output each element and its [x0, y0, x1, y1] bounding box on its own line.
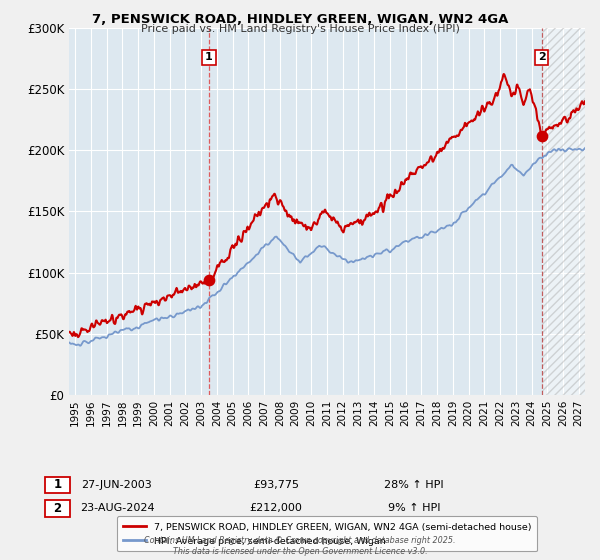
- Text: 2: 2: [538, 52, 545, 62]
- Text: 2: 2: [53, 502, 62, 515]
- Bar: [542, 28, 585, 395]
- Text: 28% ↑ HPI: 28% ↑ HPI: [384, 480, 444, 490]
- Text: £93,775: £93,775: [253, 480, 299, 490]
- Text: Price paid vs. HM Land Registry's House Price Index (HPI): Price paid vs. HM Land Registry's House …: [140, 24, 460, 34]
- Text: 1: 1: [205, 52, 213, 62]
- Text: 23-AUG-2024: 23-AUG-2024: [80, 503, 154, 514]
- Text: 9% ↑ HPI: 9% ↑ HPI: [388, 503, 440, 514]
- Legend: 7, PENSWICK ROAD, HINDLEY GREEN, WIGAN, WN2 4GA (semi-detached house), HPI: Aver: 7, PENSWICK ROAD, HINDLEY GREEN, WIGAN, …: [117, 516, 537, 552]
- Text: £212,000: £212,000: [250, 503, 302, 514]
- Text: 1: 1: [53, 478, 62, 492]
- Point: [204, 276, 214, 284]
- Text: 7, PENSWICK ROAD, HINDLEY GREEN, WIGAN, WN2 4GA: 7, PENSWICK ROAD, HINDLEY GREEN, WIGAN, …: [92, 13, 508, 26]
- Text: Contains HM Land Registry data © Crown copyright and database right 2025.
This d: Contains HM Land Registry data © Crown c…: [144, 536, 456, 556]
- Text: 27-JUN-2003: 27-JUN-2003: [82, 480, 152, 490]
- Point: [537, 131, 547, 140]
